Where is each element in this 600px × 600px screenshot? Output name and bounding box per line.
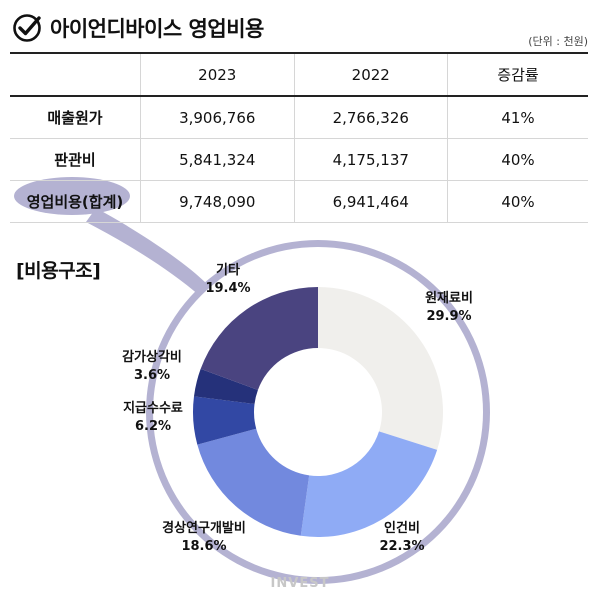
donut-slice-labor (300, 431, 438, 538)
table-cell: 3,906,766 (140, 96, 294, 139)
slice-value: 29.9% (426, 309, 472, 324)
table-cell: 40% (447, 180, 588, 223)
row-label: 판관비 (10, 138, 141, 181)
slice-value: 3.6% (133, 368, 171, 383)
watermark: INVEST (270, 576, 330, 591)
table-cell: 40% (447, 138, 588, 181)
row-label: 매출원가 (10, 96, 141, 139)
slice-name: 지급수수료 (123, 401, 183, 416)
slice-name: 기타 (216, 263, 240, 278)
slice-name: 감가상각비 (122, 350, 182, 365)
check-circle-icon (13, 14, 41, 42)
slice-name: 인건비 (384, 521, 420, 536)
table-cell: 41% (447, 96, 588, 139)
section-title: [비용구조] (16, 260, 101, 282)
table-cell: 4,175,137 (293, 138, 448, 181)
donut-slice-depreciation (193, 368, 258, 404)
table-cell: 6,941,464 (293, 180, 448, 223)
slice-value: 22.3% (379, 539, 425, 554)
donut-slice-other (200, 287, 318, 390)
cost-table: 2023 2022 증감률 매출원가 3,906,766 2,766,326 4… (10, 52, 588, 223)
slice-label-rnd: 경상연구개발비 18.6% (162, 520, 246, 556)
slice-name: 원재료비 (425, 291, 473, 306)
table-cell: 2,766,326 (293, 96, 448, 139)
column-header: 증감률 (447, 52, 588, 97)
slice-label-raw-materials: 원재료비 29.9% (425, 290, 473, 326)
column-header: 2022 (293, 52, 448, 97)
header: 아이언디바이스 영업비용 (12, 10, 264, 46)
column-header: 2023 (140, 52, 294, 97)
column-header (10, 52, 141, 97)
table-row: 판관비 5,841,324 4,175,137 40% (10, 138, 588, 181)
page-title: 아이언디바이스 영업비용 (50, 17, 264, 41)
table-row: 매출원가 3,906,766 2,766,326 41% (10, 96, 588, 139)
slice-label-fees: 지급수수료 6.2% (123, 400, 183, 436)
slice-value: 6.2% (134, 419, 172, 434)
table-header-row: 2023 2022 증감률 (10, 52, 588, 97)
table-cell: 9,748,090 (140, 180, 294, 223)
donut-slice-fees (193, 396, 257, 445)
table-cell: 5,841,324 (140, 138, 294, 181)
table-row: 영업비용(합계) 9,748,090 6,941,464 40% (10, 180, 588, 223)
slice-label-labor: 인건비 22.3% (379, 520, 424, 556)
slice-name: 경상연구개발비 (162, 521, 246, 536)
slice-label-depreciation: 감가상각비 3.6% (122, 349, 182, 385)
row-label: 영업비용(합계) (10, 180, 141, 223)
donut-slice-raw-materials (318, 287, 443, 450)
unit-label: (단위 : 천원) (528, 35, 588, 48)
slice-value: 18.6% (181, 539, 227, 554)
donut-slice-rnd (197, 428, 310, 536)
slice-label-other: 기타 19.4% (205, 262, 250, 298)
slice-value: 19.4% (205, 281, 251, 296)
